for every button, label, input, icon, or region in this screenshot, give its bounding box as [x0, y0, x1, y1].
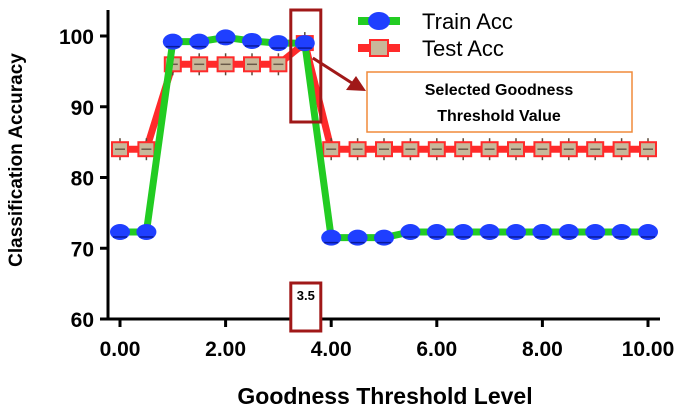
callout-text-line1: Selected Goodness — [425, 82, 574, 99]
y-tick-label: 90 — [71, 97, 94, 120]
train-point — [242, 32, 262, 49]
train-point — [215, 29, 236, 46]
train-point — [294, 35, 315, 52]
train-point — [347, 229, 368, 246]
train-point — [532, 223, 553, 240]
callout-arrowhead — [346, 76, 366, 91]
legend-train-marker — [368, 12, 390, 30]
train-point — [374, 229, 394, 246]
x-tick-label: 0.00 — [100, 338, 141, 361]
x-axis-title: Goodness Threshold Level — [237, 383, 532, 409]
y-tick-label: 100 — [59, 26, 94, 49]
train-point — [453, 223, 474, 240]
train-point — [585, 223, 606, 240]
x-tick-label: 8.00 — [522, 338, 563, 361]
train-point — [189, 33, 210, 50]
y-tick-label: 60 — [71, 309, 94, 332]
callout-arrow-line — [311, 56, 356, 87]
legend-test-label: Test Acc — [422, 36, 504, 61]
legend-test-marker — [369, 39, 389, 57]
train-point — [268, 35, 289, 52]
selected-value-label: 3.5 — [297, 288, 315, 303]
callout-box — [366, 71, 633, 133]
train-point — [321, 229, 342, 246]
y-tick-label: 70 — [71, 238, 94, 261]
train-point — [110, 223, 130, 240]
x-tick-label: 6.00 — [416, 338, 457, 361]
train-point — [506, 223, 526, 240]
x-tick-label: 4.00 — [311, 338, 352, 361]
x-tick-label: 2.00 — [205, 338, 246, 361]
train-point — [558, 223, 579, 240]
train-point — [638, 223, 658, 240]
selected-value-box — [289, 281, 323, 333]
legend-train-label: Train Acc — [422, 9, 513, 34]
y-tick-label: 80 — [71, 168, 94, 191]
train-point — [162, 33, 183, 50]
selected-threshold-highlight — [289, 8, 323, 124]
train-point — [611, 223, 632, 240]
train-point — [400, 223, 421, 240]
y-axis-title: Classification Accuracy — [6, 53, 27, 267]
train-point — [479, 223, 500, 240]
train-point — [426, 223, 447, 240]
callout-text-line2: Threshold Value — [437, 108, 561, 125]
train-point — [136, 223, 157, 240]
x-tick-label: 10.00 — [622, 338, 675, 361]
